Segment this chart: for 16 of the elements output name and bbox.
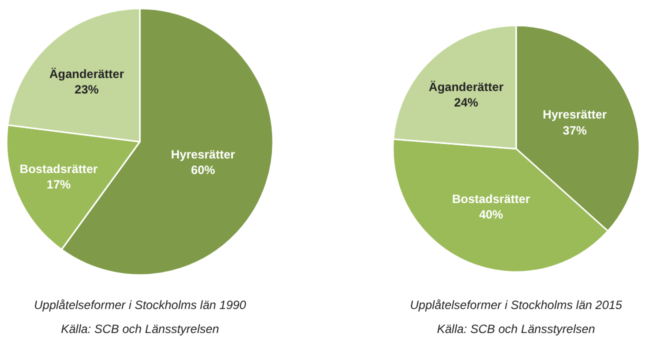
data-label: 24% bbox=[454, 96, 478, 110]
text: Källa: SCB och Länsstyrelsen bbox=[61, 322, 220, 336]
slice-label: Äganderätter bbox=[428, 80, 504, 94]
data-label: 23% bbox=[74, 82, 100, 96]
slice-label: Hyresrätter bbox=[542, 108, 608, 122]
data-label: 37% bbox=[562, 123, 588, 138]
text: Upplåtelseformer i Stockholms län 2015 bbox=[410, 298, 622, 312]
data-label: 60% bbox=[191, 163, 216, 178]
data-label: 17% bbox=[46, 178, 72, 192]
slice-label: Hyresrätter bbox=[171, 148, 236, 162]
slice-label: Bostadsrätter bbox=[452, 192, 530, 206]
slice-label: Äganderätter bbox=[49, 66, 124, 81]
text: Källa: SCB och Länsstyrelsen bbox=[437, 322, 596, 336]
slice-label: Bostadsrätter bbox=[20, 162, 98, 176]
data-label: 40% bbox=[479, 208, 504, 222]
text: Upplåtelseformer i Stockholms län 1990 bbox=[34, 298, 246, 312]
